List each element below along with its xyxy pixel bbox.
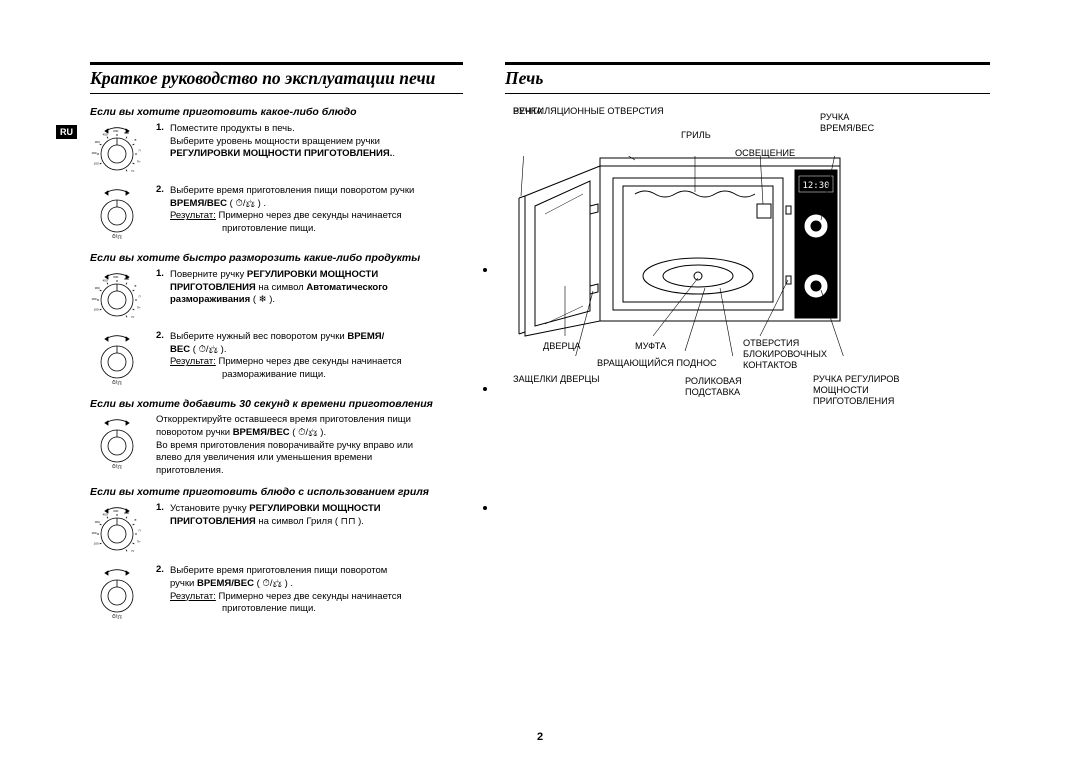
svg-text:12:30: 12:30 bbox=[802, 181, 829, 191]
oven-diagram: 12:30 bbox=[505, 156, 895, 356]
language-badge: RU bbox=[56, 125, 77, 139]
dial-cell: ⏱/⚖ bbox=[90, 330, 152, 390]
dial-cell: ⏱/⚖ bbox=[90, 564, 152, 624]
instruction-step: ⏱/⚖ 2.Выберите время приготовления пищи … bbox=[90, 184, 473, 244]
step-text: 2.Выберите нужный вес поворотом ручки ВР… bbox=[152, 330, 473, 390]
left-column: RU Если вы хотите приготовить какое-либо… bbox=[90, 98, 483, 626]
power-dial-icon: 100 180 300450 600 800 ❄ ⊓ ⊓+ ⊓/ bbox=[90, 124, 144, 178]
step-text: 2.Выберите время приготовления пищи пово… bbox=[152, 564, 473, 624]
dial-cell: 100 180 300450 600 800 ❄ ⊓ ⊓+ ⊓/ bbox=[90, 268, 152, 328]
svg-text:180: 180 bbox=[92, 531, 97, 535]
instruction-step: ⏱/⚖ 2.Выберите время приготовления пищи … bbox=[90, 564, 473, 624]
dial-cell: ⏱/⚖ bbox=[90, 414, 152, 478]
step-text: 2.Выберите время приготовления пищи пово… bbox=[152, 184, 473, 244]
svg-text:800: 800 bbox=[124, 131, 129, 135]
section-heading: Если вы хотите добавить 30 секунд к врем… bbox=[90, 398, 473, 410]
label-powerknob-3: ПРИГОТОВЛЕНИЯ bbox=[813, 396, 894, 407]
label-roller-1: РОЛИКОВАЯ bbox=[685, 376, 742, 387]
svg-text:800: 800 bbox=[124, 277, 129, 281]
svg-text:⏱/⚖: ⏱/⚖ bbox=[112, 380, 122, 386]
svg-text:300: 300 bbox=[95, 286, 100, 290]
svg-text:⏱/⚖: ⏱/⚖ bbox=[112, 464, 122, 470]
power-dial-icon: 100 180 300450 600 800 ❄ ⊓ ⊓+ ⊓/ bbox=[90, 504, 144, 558]
page-number: 2 bbox=[0, 731, 1080, 743]
dial-cell: 100 180 300450 600 800 ❄ ⊓ ⊓+ ⊓/ bbox=[90, 502, 152, 562]
time-dial-icon: ⏱/⚖ bbox=[90, 566, 144, 620]
svg-text:100: 100 bbox=[94, 162, 99, 166]
svg-text:450: 450 bbox=[103, 512, 108, 516]
svg-text:450: 450 bbox=[103, 132, 108, 136]
label-powerknob-1: РУЧКА РЕГУЛИРОВ bbox=[813, 374, 900, 385]
svg-text:300: 300 bbox=[95, 520, 100, 524]
instruction-step: 100 180 300450 600 800 ❄ ⊓ ⊓+ ⊓/ 1.Поверните руч… bbox=[90, 268, 473, 328]
step-text: 1.Поверните ручку РЕГУЛИРОВКИ МОЩНОСТИПР… bbox=[152, 268, 473, 328]
svg-text:⊓: ⊓ bbox=[139, 294, 142, 298]
label-lockholes-2: БЛОКИРОВОЧНЫХ bbox=[743, 349, 827, 360]
svg-text:⊓+: ⊓+ bbox=[137, 540, 141, 544]
svg-text:⊓/: ⊓/ bbox=[131, 315, 134, 319]
section-heading: Если вы хотите приготовить блюдо с испол… bbox=[90, 486, 473, 498]
svg-text:600: 600 bbox=[113, 129, 118, 133]
step-text: 1.Установите ручку РЕГУЛИРОВКИ МОЩНОСТИП… bbox=[152, 502, 473, 562]
label-coupler: МУФТА bbox=[635, 341, 666, 352]
step-text: Откорректируйте оставшееся время пригото… bbox=[152, 414, 473, 478]
time-dial-icon: ⏱/⚖ bbox=[90, 416, 144, 470]
label-door: ДВЕРЦА bbox=[543, 341, 581, 352]
page-header: Краткое руководство по эксплуатации печи… bbox=[90, 62, 990, 94]
binding-dots bbox=[483, 268, 487, 625]
svg-text:450: 450 bbox=[103, 278, 108, 282]
svg-text:100: 100 bbox=[94, 308, 99, 312]
section-heading: Если вы хотите быстро разморозить какие-… bbox=[90, 252, 473, 264]
label-time-knob-2: ВРЕМЯ/ВЕС bbox=[820, 123, 874, 134]
svg-text:❄: ❄ bbox=[134, 138, 137, 142]
dial-cell: ⏱/⚖ bbox=[90, 184, 152, 244]
svg-text:⊓/: ⊓/ bbox=[131, 169, 134, 173]
instruction-step: ⏱/⚖ Откорректируйте оставшееся время при… bbox=[90, 414, 473, 478]
right-main-title: Печь bbox=[505, 62, 990, 94]
svg-text:⏱/⚖: ⏱/⚖ bbox=[112, 614, 122, 620]
svg-text:600: 600 bbox=[113, 275, 118, 279]
label-time-knob-1: РУЧКА bbox=[820, 112, 849, 123]
svg-text:⊓: ⊓ bbox=[139, 528, 142, 532]
svg-text:⊓: ⊓ bbox=[139, 148, 142, 152]
svg-text:180: 180 bbox=[92, 151, 97, 155]
instruction-step: 100 180 300450 600 800 ❄ ⊓ ⊓+ ⊓/ 1.Поместите про… bbox=[90, 122, 473, 182]
svg-text:❄: ❄ bbox=[134, 284, 137, 288]
left-title-block: Краткое руководство по эксплуатации печи bbox=[90, 62, 483, 94]
instruction-step: ⏱/⚖ 2.Выберите нужный вес поворотом ручк… bbox=[90, 330, 473, 390]
left-main-title: Краткое руководство по эксплуатации печи bbox=[90, 62, 463, 94]
dot-icon bbox=[483, 387, 487, 391]
svg-text:⏱/⚖: ⏱/⚖ bbox=[112, 234, 122, 240]
time-dial-icon: ⏱/⚖ bbox=[90, 186, 144, 240]
label-turntable: ВРАЩАЮЩИЙСЯ ПОДНОС bbox=[597, 358, 717, 369]
label-latches: ЗАЩЕЛКИ ДВЕРЦЫ bbox=[513, 374, 600, 385]
two-column-content: RU Если вы хотите приготовить какое-либо… bbox=[90, 98, 990, 626]
dot-icon bbox=[483, 268, 487, 272]
right-column: ВЕНТИЛЯЦИОННЫЕ ОТВЕРСТИЯ РУЧКА ГРИЛЬ РУЧ… bbox=[483, 98, 990, 626]
time-dial-icon: ⏱/⚖ bbox=[90, 332, 144, 386]
instruction-step: 100 180 300450 600 800 ❄ ⊓ ⊓+ ⊓/ 1.Установите ру… bbox=[90, 502, 473, 562]
svg-text:180: 180 bbox=[92, 297, 97, 301]
label-lockholes-3: КОНТАКТОВ bbox=[743, 360, 797, 371]
step-text: 1.Поместите продукты в печь.Выберите уро… bbox=[152, 122, 473, 182]
svg-text:300: 300 bbox=[95, 140, 100, 144]
label-lockholes-1: ОТВЕРСТИЯ bbox=[743, 338, 799, 349]
svg-text:⊓+: ⊓+ bbox=[137, 305, 141, 309]
svg-text:⊓+: ⊓+ bbox=[137, 159, 141, 163]
dot-icon bbox=[483, 506, 487, 510]
right-title-block: Печь bbox=[483, 62, 990, 94]
svg-text:100: 100 bbox=[94, 542, 99, 546]
svg-text:❄: ❄ bbox=[134, 518, 137, 522]
section-heading: Если вы хотите приготовить какое-либо бл… bbox=[90, 106, 473, 118]
label-handle: РУЧКА bbox=[513, 106, 542, 117]
svg-text:800: 800 bbox=[124, 511, 129, 515]
label-roller-2: ПОДСТАВКА bbox=[685, 387, 740, 398]
label-powerknob-2: МОЩНОСТИ bbox=[813, 385, 869, 396]
svg-text:600: 600 bbox=[113, 509, 118, 513]
oven-diagram-area: ВЕНТИЛЯЦИОННЫЕ ОТВЕРСТИЯ РУЧКА ГРИЛЬ РУЧ… bbox=[505, 106, 935, 426]
svg-text:⊓/: ⊓/ bbox=[131, 549, 134, 553]
dial-cell: 100 180 300450 600 800 ❄ ⊓ ⊓+ ⊓/ bbox=[90, 122, 152, 182]
label-grill: ГРИЛЬ bbox=[681, 130, 711, 141]
power-dial-icon: 100 180 300450 600 800 ❄ ⊓ ⊓+ ⊓/ bbox=[90, 270, 144, 324]
